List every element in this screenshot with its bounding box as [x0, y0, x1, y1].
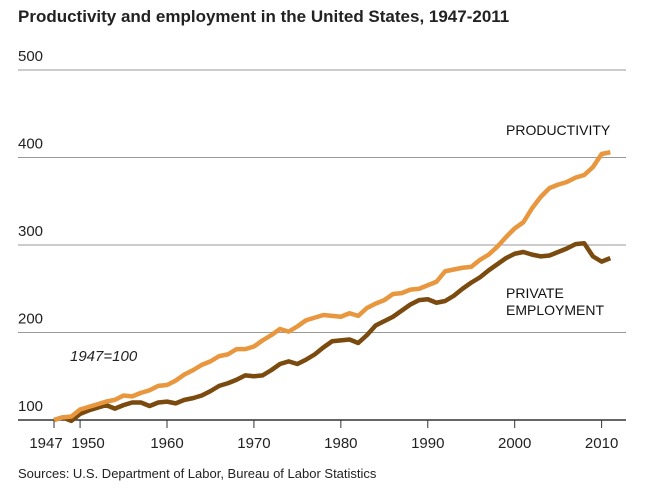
x-tick-label: 1960 — [150, 435, 183, 452]
series-label: PRIVATE EMPLOYMENT — [506, 285, 605, 318]
x-tick-label: 1947 — [29, 435, 62, 452]
series-line — [53, 241, 612, 424]
x-tick-label: 2010 — [585, 435, 618, 452]
source: Sources: U.S. Department of Labor, Burea… — [18, 466, 377, 481]
y-tick-label: 100 — [18, 398, 43, 415]
annotation: 1947=100 — [70, 348, 138, 365]
y-tick-label: 500 — [18, 48, 43, 65]
x-tick-label: 1990 — [411, 435, 444, 452]
series-line — [53, 150, 611, 423]
y-tick-label: 400 — [18, 136, 43, 153]
y-tick-label: 200 — [18, 311, 43, 328]
x-tick-label: 1980 — [324, 435, 357, 452]
chart-title: Productivity and employment in the Unite… — [18, 7, 509, 26]
x-tick-label: 1950 — [71, 435, 104, 452]
x-tick-label: 1970 — [237, 435, 270, 452]
series-label: PRODUCTIVITY — [506, 122, 611, 138]
x-tick-label: 2000 — [498, 435, 531, 452]
y-tick-label: 300 — [18, 223, 43, 240]
